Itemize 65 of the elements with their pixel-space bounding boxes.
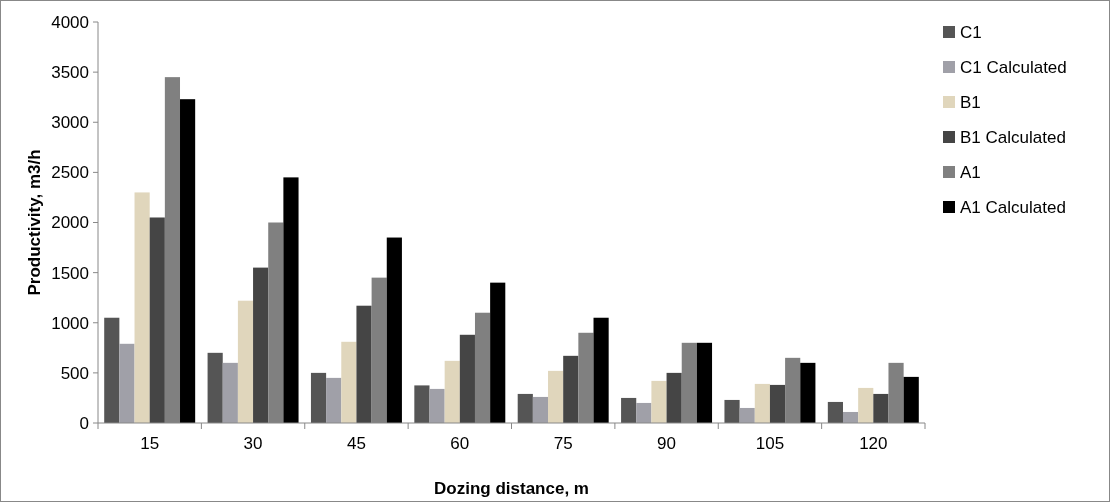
bar bbox=[621, 397, 637, 423]
bar bbox=[119, 343, 135, 423]
x-axis-title: Dozing distance, m bbox=[434, 479, 589, 498]
bar bbox=[459, 334, 475, 423]
y-tick-label: 0 bbox=[79, 413, 89, 433]
y-tick-label: 2000 bbox=[51, 213, 89, 233]
bar bbox=[696, 342, 713, 423]
bar bbox=[386, 237, 402, 423]
legend-label: A1 Calculated bbox=[960, 197, 1066, 217]
bar bbox=[149, 217, 165, 423]
bar bbox=[490, 282, 506, 423]
bar bbox=[903, 376, 919, 423]
y-tick-label: 3500 bbox=[51, 63, 89, 83]
bar bbox=[104, 317, 120, 423]
x-tick-label: 60 bbox=[450, 434, 470, 453]
bar bbox=[842, 411, 859, 423]
y-tick-label: 3000 bbox=[51, 113, 89, 133]
bar bbox=[593, 317, 609, 423]
bar bbox=[858, 387, 874, 423]
y-tick-label: 2500 bbox=[51, 163, 89, 183]
legend-label: C1 bbox=[960, 22, 982, 42]
bar bbox=[563, 355, 579, 423]
bar bbox=[800, 362, 816, 423]
bar bbox=[873, 393, 889, 423]
bar bbox=[180, 99, 196, 423]
bar bbox=[651, 380, 667, 423]
y-axis-title: Productivity, m3/h bbox=[25, 149, 44, 296]
bar bbox=[636, 402, 652, 423]
bar bbox=[739, 407, 755, 423]
bar bbox=[341, 341, 357, 423]
bar bbox=[237, 300, 254, 423]
bar bbox=[356, 305, 372, 423]
x-tick-label: 75 bbox=[553, 434, 573, 453]
bar bbox=[666, 372, 682, 423]
bar bbox=[253, 267, 269, 423]
x-tick-label: 105 bbox=[755, 434, 785, 453]
bar bbox=[207, 352, 223, 423]
bar bbox=[548, 370, 564, 423]
legend-label: B1 Calculated bbox=[960, 127, 1066, 147]
bar bbox=[326, 377, 342, 423]
bar bbox=[532, 396, 549, 423]
bar bbox=[222, 362, 238, 423]
bar bbox=[724, 399, 740, 423]
bar bbox=[429, 388, 445, 423]
x-tick-label: 45 bbox=[346, 434, 366, 453]
y-tick-label: 1500 bbox=[51, 263, 89, 283]
bar bbox=[769, 384, 786, 423]
y-tick-label: 1000 bbox=[51, 313, 89, 333]
legend-label: A1 bbox=[960, 162, 981, 182]
x-tick-label: 90 bbox=[657, 434, 677, 453]
bar bbox=[444, 360, 460, 423]
bar bbox=[827, 401, 843, 423]
y-tick-label: 500 bbox=[60, 363, 89, 383]
bar bbox=[517, 393, 533, 423]
x-tick-label: 120 bbox=[859, 434, 888, 453]
bar bbox=[134, 192, 150, 423]
bar bbox=[283, 177, 299, 423]
legend-label: C1 Calculated bbox=[960, 57, 1067, 77]
x-tick-label: 30 bbox=[243, 434, 263, 453]
bar bbox=[310, 372, 327, 423]
x-tick-label: 15 bbox=[140, 434, 160, 453]
y-tick-label: 4000 bbox=[51, 12, 89, 32]
bar bbox=[414, 385, 430, 423]
bar bbox=[754, 383, 770, 423]
legend-label: B1 bbox=[960, 92, 981, 112]
